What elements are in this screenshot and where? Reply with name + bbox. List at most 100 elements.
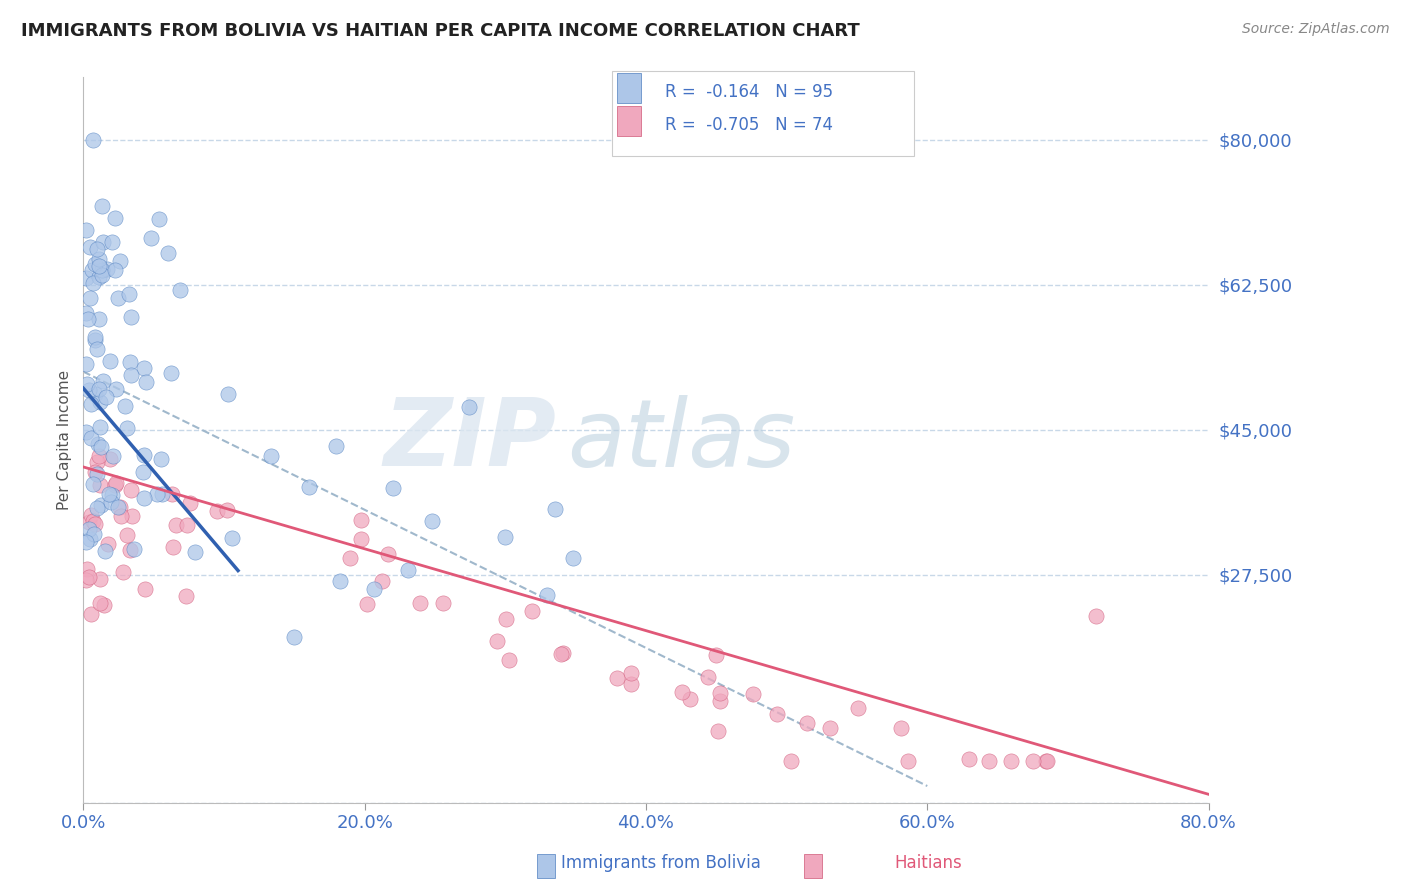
Point <box>381 481 404 495</box>
Point <box>120 310 142 324</box>
Point <box>79 515 101 529</box>
Point <box>80 431 103 445</box>
Point <box>93 598 115 612</box>
Y-axis label: Per Capita Income: Per Capita Income <box>58 370 72 510</box>
Point <box>86 501 108 516</box>
Point <box>818 721 841 735</box>
Point <box>75 270 97 285</box>
Point <box>96 261 118 276</box>
Point <box>76 562 98 576</box>
Point <box>150 452 173 467</box>
Point <box>498 653 520 667</box>
Point <box>339 551 361 566</box>
Point <box>260 449 283 463</box>
Point <box>325 439 347 453</box>
Point <box>742 687 765 701</box>
Point <box>104 476 127 491</box>
Point <box>356 597 378 611</box>
Point <box>121 508 143 523</box>
Point <box>494 530 516 544</box>
Point <box>217 387 239 401</box>
Point <box>550 647 572 661</box>
Point <box>87 382 110 396</box>
Point <box>779 754 801 768</box>
Point <box>176 518 198 533</box>
Point <box>75 425 97 439</box>
Text: atlas: atlas <box>567 394 796 485</box>
Point <box>93 235 115 249</box>
Point <box>420 514 443 528</box>
Point <box>363 582 385 596</box>
Point <box>91 263 114 277</box>
Point <box>120 542 142 557</box>
Point <box>134 582 156 596</box>
Point <box>1036 754 1059 768</box>
Point <box>91 268 114 283</box>
Point <box>100 494 122 508</box>
Point <box>120 483 142 497</box>
Text: IMMIGRANTS FROM BOLIVIA VS HAITIAN PER CAPITA INCOME CORRELATION CHART: IMMIGRANTS FROM BOLIVIA VS HAITIAN PER C… <box>21 22 860 40</box>
Point <box>86 455 108 469</box>
Point <box>80 397 103 411</box>
Point <box>79 533 101 547</box>
Point <box>90 498 112 512</box>
Point <box>82 476 104 491</box>
Point <box>84 330 107 344</box>
Point <box>107 291 129 305</box>
Point <box>89 394 111 409</box>
Point <box>89 477 111 491</box>
Point <box>90 440 112 454</box>
Point <box>104 478 127 492</box>
Point <box>79 383 101 397</box>
Point <box>80 263 103 277</box>
Point <box>157 245 180 260</box>
Point <box>79 240 101 254</box>
Point <box>495 612 517 626</box>
Point <box>84 516 107 531</box>
Point <box>458 400 481 414</box>
Point <box>86 467 108 482</box>
Point <box>89 596 111 610</box>
Point <box>132 449 155 463</box>
Point <box>94 390 117 404</box>
Point <box>160 487 183 501</box>
Point <box>796 715 818 730</box>
Point <box>75 223 97 237</box>
Point <box>620 665 643 680</box>
Point <box>79 291 101 305</box>
Point <box>75 357 97 371</box>
Point <box>409 596 432 610</box>
Point <box>110 500 132 514</box>
Point <box>1021 754 1043 768</box>
Point <box>134 360 156 375</box>
Point <box>671 685 693 699</box>
Point <box>97 536 120 550</box>
Point <box>89 573 111 587</box>
Point <box>77 522 100 536</box>
Point <box>77 312 100 326</box>
Point <box>83 465 105 479</box>
Point <box>283 630 305 644</box>
Text: R =  -0.705   N = 74: R = -0.705 N = 74 <box>665 116 832 134</box>
Point <box>162 540 184 554</box>
Point <box>544 501 567 516</box>
Point <box>897 754 920 768</box>
Point <box>432 596 454 610</box>
Point <box>709 693 731 707</box>
Point <box>957 752 980 766</box>
Point <box>75 306 97 320</box>
Point <box>83 333 105 347</box>
Point <box>76 377 98 392</box>
Point <box>160 366 183 380</box>
Point <box>169 283 191 297</box>
Text: Source: ZipAtlas.com: Source: ZipAtlas.com <box>1241 22 1389 37</box>
Point <box>377 547 399 561</box>
Point <box>620 677 643 691</box>
Point <box>87 252 110 266</box>
Point <box>75 573 97 587</box>
Point <box>107 500 129 514</box>
Point <box>766 707 789 722</box>
Point <box>890 722 912 736</box>
Point <box>87 269 110 284</box>
Point <box>91 199 114 213</box>
